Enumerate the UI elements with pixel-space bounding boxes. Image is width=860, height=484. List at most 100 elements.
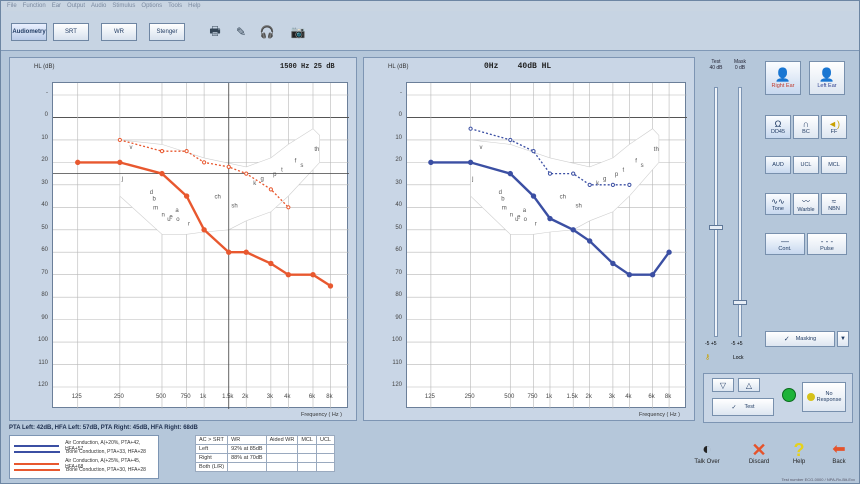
ucl-cell[interactable]	[315, 462, 335, 472]
stimulus-warble-button[interactable]: 〰 Warble	[793, 193, 819, 215]
mask-slider-thumb[interactable]	[733, 299, 747, 305]
mode-ucl-button[interactable]: UCL	[793, 156, 819, 174]
tab-wr[interactable]: WR	[101, 23, 137, 41]
mode-aud-button[interactable]: AUD	[765, 156, 791, 174]
phoneme-label: o	[176, 217, 180, 223]
phoneme-label: sh	[231, 203, 237, 209]
phoneme-label: d	[150, 190, 153, 196]
air-conduction-point	[586, 238, 593, 244]
ucl-cell[interactable]	[315, 453, 335, 463]
tab-stenger[interactable]: Stenger	[149, 23, 185, 41]
aided-wr-cell[interactable]	[265, 444, 299, 454]
x-tick-label: 6k	[648, 394, 655, 400]
sine-wave-icon: ∿∿	[771, 196, 785, 206]
camera-icon[interactable]: 📷	[290, 25, 306, 39]
transducer-bc-button[interactable]: ∩ BC	[793, 115, 819, 139]
y-tick-label: 0	[398, 112, 402, 119]
air-conduction-point	[226, 249, 232, 255]
y-tick-label: 110	[392, 359, 402, 366]
pulse-button[interactable]: - - - Pulse	[807, 233, 847, 255]
chevron-down-icon: ▼	[840, 336, 846, 342]
ucl-cell[interactable]	[315, 444, 335, 454]
stimulus-tone-button[interactable]: ∿∿ Tone	[765, 193, 791, 215]
mask-step-label[interactable]: -5 +5	[731, 341, 743, 347]
copyright-text: Test number ECG-0000 / NPA-Rx-Bit-Exx	[781, 477, 855, 482]
test-button[interactable]: ✓ Test	[712, 398, 774, 416]
test-step-label[interactable]: -5 +5	[705, 341, 717, 347]
phoneme-label: th	[654, 147, 659, 153]
printer-icon[interactable]: 🖶	[209, 23, 221, 38]
y-tick-label: 70	[395, 269, 402, 276]
talk-over-button[interactable]: ◐ Talk Over	[687, 441, 727, 465]
no-response-button[interactable]: No Response	[802, 382, 846, 412]
phoneme-label: m	[502, 206, 507, 212]
menu-help[interactable]: Help	[188, 3, 201, 9]
table-header: MCL	[297, 435, 317, 445]
help-label: Help	[792, 459, 806, 465]
tab-audiometry[interactable]: Audiometry	[11, 23, 47, 41]
help-button[interactable]: ? Help	[779, 441, 819, 465]
phoneme-label: ch	[214, 194, 220, 200]
menu-ear[interactable]: Ear	[51, 3, 62, 9]
tab-srt[interactable]: SRT	[53, 23, 89, 41]
warble-wave-icon: 〰	[802, 196, 810, 206]
menu-function[interactable]: Function	[22, 3, 46, 9]
x-tick-label: 750	[527, 394, 538, 400]
mask-slider-track[interactable]	[738, 87, 742, 337]
wr-cell[interactable]	[227, 462, 267, 472]
test-slider-track[interactable]	[714, 87, 718, 337]
back-button[interactable]: ⬅ Back	[819, 441, 859, 465]
mcl-cell[interactable]	[297, 462, 317, 472]
left-ear-button[interactable]: 👤 Left Ear	[809, 61, 845, 95]
wr-cell[interactable]: 92% at 85dB	[227, 444, 267, 454]
stimulus-nbn-button[interactable]: ≈ NBN	[821, 193, 847, 215]
masking-button[interactable]: ✓ Masking	[765, 331, 835, 347]
table-row[interactable]: Both (L/R)	[194, 462, 335, 472]
arrow-left-icon: ⬅	[832, 441, 846, 458]
x-axis-label: Frequency ( Hz )	[639, 412, 680, 418]
pta-summary: PTA Left: 42dB, HFA Left: 57dB, PTA Righ…	[9, 425, 198, 431]
menu-tools[interactable]: Tools	[168, 3, 183, 9]
decrease-level-button[interactable]: ▽	[712, 378, 734, 392]
table-row[interactable]: Right 88% at 70dB	[194, 453, 335, 463]
menu-output[interactable]: Output	[67, 3, 86, 9]
menu-file[interactable]: File	[7, 3, 17, 9]
discard-button[interactable]: ✕ Discard	[739, 441, 779, 465]
menu-stimulus[interactable]: Stimulus	[112, 3, 136, 9]
phoneme-label: m	[153, 206, 158, 212]
continuous-button[interactable]: — Cont.	[765, 233, 805, 255]
notepad-icon[interactable]: ✎	[235, 25, 247, 39]
headphones-icon: Ω	[774, 119, 782, 129]
table-row[interactable]: Left 92% at 85dB	[194, 444, 335, 454]
audiogram-plot-right[interactable]: v j d b m n a e o u r ch sh k g t f s th p	[52, 82, 349, 409]
x-tick-label: 250	[464, 394, 475, 400]
phoneme-label: f	[635, 158, 637, 164]
right-ear-button[interactable]: 👤 Right Ear	[765, 61, 801, 95]
mcl-cell[interactable]	[297, 444, 317, 454]
test-slider-thumb[interactable]	[709, 224, 723, 230]
bone-conduction-line	[119, 139, 289, 208]
transducer-ff-button[interactable]: ◄) FF	[821, 115, 847, 139]
speaker-icon: ◄)	[828, 119, 840, 129]
masking-dropdown-button[interactable]: ▼	[837, 331, 849, 347]
transducer-dd45-button[interactable]: Ω DD45	[765, 115, 791, 139]
increase-level-button[interactable]: △	[738, 378, 760, 392]
y-tick-label: 20	[395, 157, 402, 164]
menu-options[interactable]: Options	[141, 3, 163, 9]
lock-label[interactable]: Lock	[733, 355, 744, 361]
aided-wr-cell[interactable]	[265, 462, 299, 472]
air-conduction-point	[547, 215, 553, 222]
audiogram-plot-left[interactable]: v j d b m n a e o u r ch sh k g t f s th p	[406, 82, 687, 409]
wr-cell[interactable]: 88% at 70dB	[227, 453, 267, 463]
air-conduction-point	[75, 159, 81, 166]
lock-icon[interactable]: ⚷	[705, 354, 711, 361]
test-level-label: Test 40 dB	[709, 59, 723, 71]
bone-conduction-point	[468, 126, 473, 131]
menu-audio[interactable]: Audio	[91, 3, 107, 9]
stimulus-label: Tone	[772, 205, 784, 212]
mcl-cell[interactable]	[297, 453, 317, 463]
headphones-icon[interactable]: 🎧	[259, 25, 275, 39]
aided-wr-cell[interactable]	[265, 453, 299, 463]
mode-mcl-button[interactable]: MCL	[821, 156, 847, 174]
